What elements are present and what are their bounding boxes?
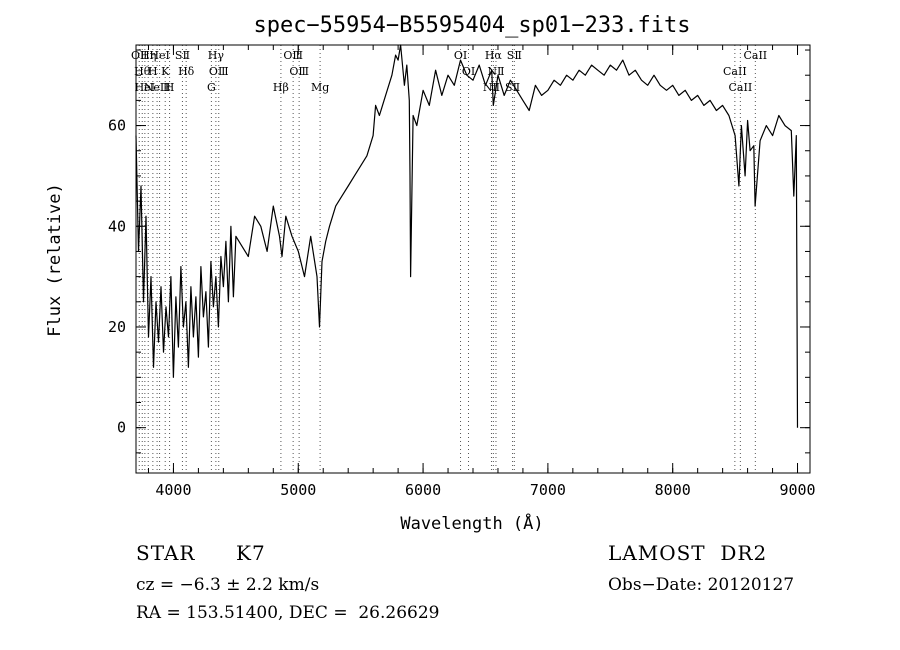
line-label: K: [161, 65, 170, 78]
line-label: SⅡ: [175, 49, 190, 62]
line-label: CaII: [743, 49, 767, 62]
y-tick-label: 0: [117, 419, 126, 437]
line-label: NⅡ: [487, 65, 504, 78]
x-tick-label: 9000: [779, 481, 815, 499]
x-tick-label: 4000: [155, 481, 191, 499]
line-label: OⅡ: [131, 49, 148, 62]
object-class: STAR: [136, 541, 196, 565]
line-label: SⅡ: [507, 49, 522, 62]
line-label: HeI: [149, 49, 169, 62]
line-label: Hδ: [178, 65, 195, 78]
line-label: NⅡ: [483, 81, 500, 94]
plot-area: OⅡHθHeIHηHNeⅢHeIKHSⅡHδGHγOⅢHβOⅢOⅢMgOⅠOⅠN…: [108, 44, 816, 499]
x-tick-label: 5000: [280, 481, 316, 499]
line-label: Hη: [140, 49, 156, 62]
line-label: OⅠ: [462, 65, 475, 78]
object-subclass: K7: [236, 541, 266, 565]
line-label: HeI: [135, 81, 155, 94]
line-label: Hβ: [273, 81, 289, 94]
x-axis-label: Wavelength (Å): [400, 512, 543, 534]
y-tick-label: 40: [108, 217, 126, 235]
line-label: NeⅢ: [144, 81, 171, 94]
x-tick-label: 6000: [405, 481, 441, 499]
line-label: OⅠ: [454, 49, 467, 62]
line-label: Mg: [311, 81, 329, 94]
line-label: CaII: [729, 81, 753, 94]
spectrum-line: [135, 44, 799, 428]
line-label: Hγ: [208, 49, 225, 62]
data-release: LAMOST DR2: [608, 541, 768, 565]
observation-date: Obs−Date: 20120127: [608, 575, 795, 595]
line-label: OⅢ: [209, 65, 229, 78]
line-label: OⅢ: [289, 65, 309, 78]
line-label: OⅢ: [283, 49, 303, 62]
plot-frame: [135, 44, 811, 474]
line-label: Hα: [485, 49, 503, 62]
y-axis-label: Flux (relative): [45, 183, 65, 337]
line-label: G: [207, 81, 216, 94]
redshift-cz: cz = −6.3 ± 2.2 km/s: [136, 575, 320, 595]
line-label: H: [148, 65, 158, 78]
chart-title: spec−55954−B5595404_sp01−233.fits: [253, 13, 690, 38]
ra-dec-coordinates: RA = 153.51400, DEC = 26.26629: [136, 603, 440, 623]
y-tick-label: 60: [108, 117, 126, 135]
y-tick-label: 20: [108, 318, 126, 336]
line-label: H: [165, 81, 175, 94]
x-tick-label: 8000: [655, 481, 691, 499]
line-label: CaII: [723, 65, 747, 78]
x-tick-label: 7000: [530, 481, 566, 499]
